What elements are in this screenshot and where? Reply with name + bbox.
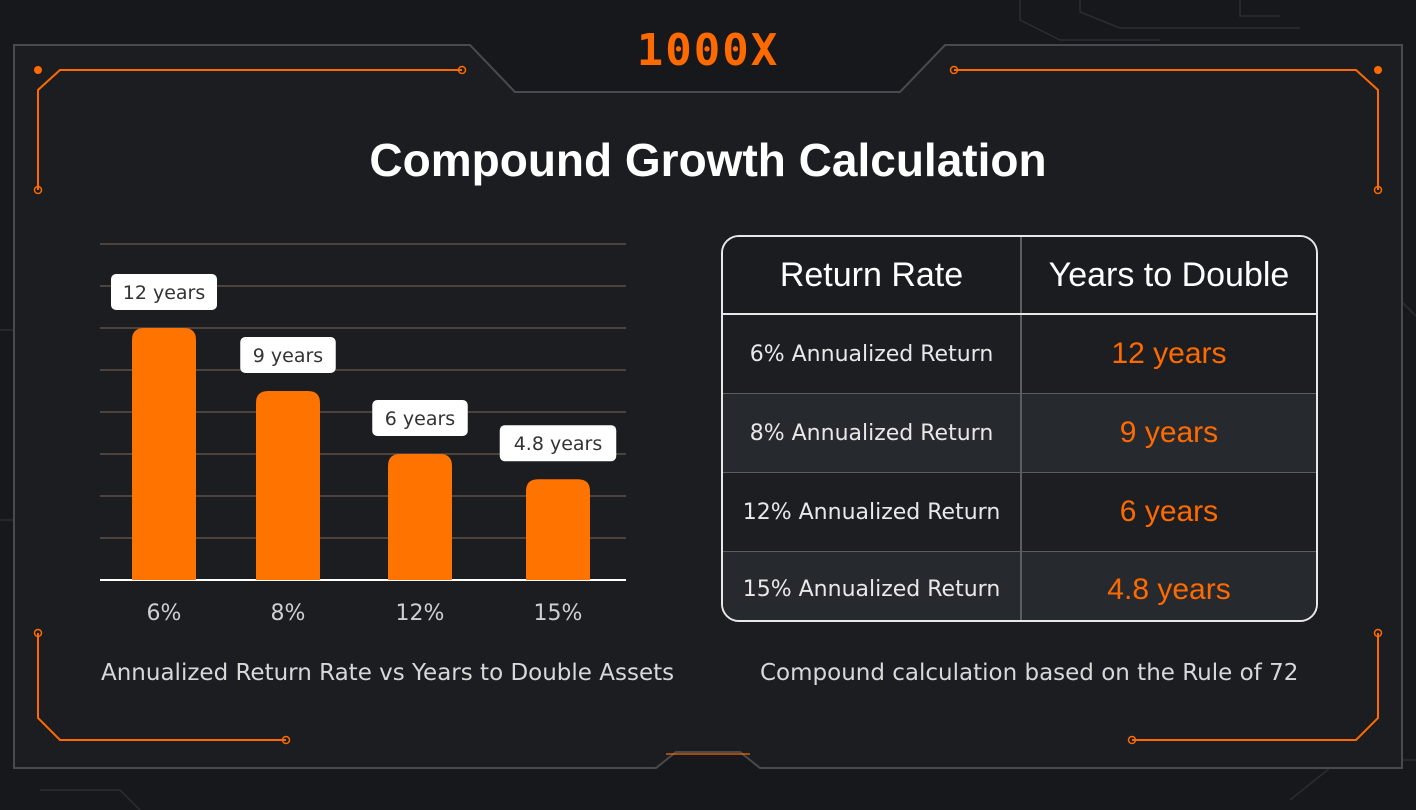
header-years-to-double: Years to Double [1048, 255, 1290, 294]
bar-chart: 12 years 6% 9 years 8% 6 years 12% 4.8 years 15… [100, 243, 626, 626]
data-label-pill [240, 337, 336, 373]
x-tick-label: 6% [147, 601, 182, 626]
bar [132, 328, 196, 580]
data-label-pill [499, 425, 617, 462]
x-tick-label: 15% [534, 601, 583, 626]
accent-dots [34, 66, 1382, 74]
data-label-pill [111, 274, 217, 310]
x-tick-label: 8% [271, 601, 306, 626]
data-label-pill [372, 400, 468, 436]
chart-caption: Annualized Return Rate vs Years to Doubl… [101, 660, 675, 686]
bar [388, 454, 452, 580]
table-header-row: Return Rate Years to Double [723, 237, 1316, 315]
table-row: 8% Annualized Return 9 years [723, 394, 1316, 473]
brand-logo: 1000X [636, 25, 780, 76]
rate-cell: 8% Annualized Return [723, 394, 1022, 472]
data-label: 12 years [123, 282, 206, 304]
table-row: 15% Annualized Return 4.8 years [723, 552, 1316, 620]
rate-cell: 12% Annualized Return [723, 473, 1022, 551]
data-label: 9 years [253, 345, 323, 367]
accent-rings [33, 65, 1383, 745]
years-cell: 12 years [1111, 337, 1227, 370]
rate-cell: 15% Annualized Return [723, 552, 1022, 620]
table-row: 12% Annualized Return 6 years [723, 473, 1316, 552]
rate-cell: 6% Annualized Return [723, 315, 1022, 393]
years-cell: 6 years [1119, 495, 1219, 528]
data-label: 6 years [385, 408, 455, 430]
years-cell: 9 years [1119, 416, 1219, 449]
bar [526, 479, 590, 580]
years-cell: 4.8 years [1107, 572, 1231, 606]
x-tick-label: 12% [396, 601, 445, 626]
page-title: Compound Growth Calculation [369, 134, 1047, 186]
orange-accent-lines [37, 69, 1379, 741]
data-label: 4.8 years [514, 433, 603, 455]
doubling-table: Return Rate Years to Double 6% Annualize… [721, 235, 1318, 622]
bar [256, 391, 320, 580]
table-row: 6% Annualized Return 12 years [723, 315, 1316, 394]
header-return-rate: Return Rate [723, 237, 1022, 313]
table-caption: Compound calculation based on the Rule o… [760, 660, 1299, 686]
